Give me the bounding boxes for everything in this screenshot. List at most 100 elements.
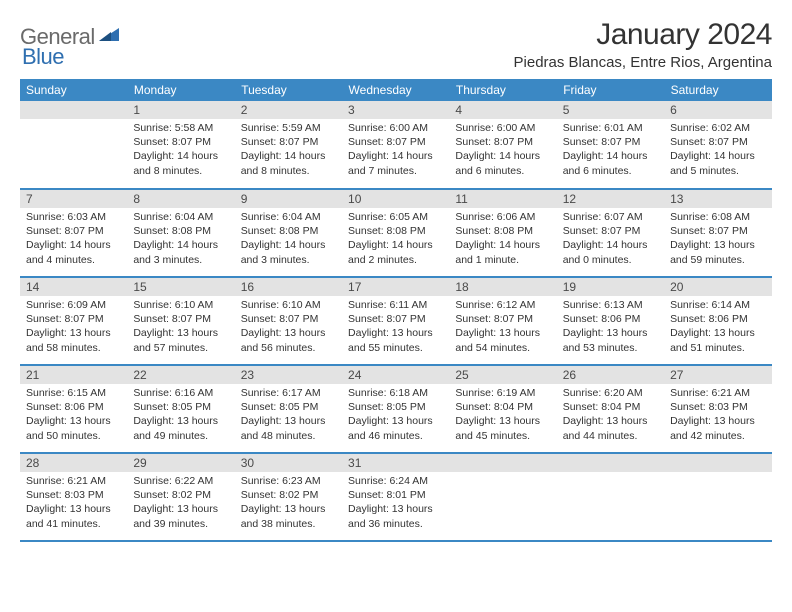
calendar-day-cell: 6Sunrise: 6:02 AMSunset: 8:07 PMDaylight… (664, 101, 771, 189)
dayname-header: Wednesday (342, 79, 449, 101)
title-block: January 2024 Piedras Blancas, Entre Rios… (514, 18, 772, 71)
day-details: Sunrise: 6:17 AMSunset: 8:05 PMDaylight:… (235, 384, 342, 447)
location-text: Piedras Blancas, Entre Rios, Argentina (514, 54, 772, 71)
dayname-header: Monday (127, 79, 234, 101)
day-details: Sunrise: 6:01 AMSunset: 8:07 PMDaylight:… (557, 119, 664, 182)
calendar-table: SundayMondayTuesdayWednesdayThursdayFrid… (20, 79, 772, 542)
calendar-day-cell: 9Sunrise: 6:04 AMSunset: 8:08 PMDaylight… (235, 189, 342, 277)
calendar-day-cell: 5Sunrise: 6:01 AMSunset: 8:07 PMDaylight… (557, 101, 664, 189)
calendar-day-cell: 7Sunrise: 6:03 AMSunset: 8:07 PMDaylight… (20, 189, 127, 277)
calendar-day-cell: 8Sunrise: 6:04 AMSunset: 8:08 PMDaylight… (127, 189, 234, 277)
calendar-empty-cell (449, 453, 556, 541)
day-number (664, 454, 771, 472)
calendar-header-row: SundayMondayTuesdayWednesdayThursdayFrid… (20, 79, 772, 101)
header: General January 2024 Piedras Blancas, En… (20, 18, 772, 71)
day-number: 8 (127, 190, 234, 208)
day-number: 21 (20, 366, 127, 384)
day-details: Sunrise: 6:20 AMSunset: 8:04 PMDaylight:… (557, 384, 664, 447)
calendar-day-cell: 25Sunrise: 6:19 AMSunset: 8:04 PMDayligh… (449, 365, 556, 453)
day-number: 9 (235, 190, 342, 208)
day-number: 24 (342, 366, 449, 384)
calendar-day-cell: 27Sunrise: 6:21 AMSunset: 8:03 PMDayligh… (664, 365, 771, 453)
day-number: 29 (127, 454, 234, 472)
day-number: 19 (557, 278, 664, 296)
day-number: 22 (127, 366, 234, 384)
day-details: Sunrise: 6:18 AMSunset: 8:05 PMDaylight:… (342, 384, 449, 447)
logo-text-blue: Blue (22, 44, 64, 69)
day-number (449, 454, 556, 472)
day-details: Sunrise: 6:16 AMSunset: 8:05 PMDaylight:… (127, 384, 234, 447)
calendar-day-cell: 24Sunrise: 6:18 AMSunset: 8:05 PMDayligh… (342, 365, 449, 453)
calendar-body: 1Sunrise: 5:58 AMSunset: 8:07 PMDaylight… (20, 101, 772, 541)
day-details: Sunrise: 6:10 AMSunset: 8:07 PMDaylight:… (235, 296, 342, 359)
day-number: 13 (664, 190, 771, 208)
calendar-day-cell: 22Sunrise: 6:16 AMSunset: 8:05 PMDayligh… (127, 365, 234, 453)
calendar-day-cell: 16Sunrise: 6:10 AMSunset: 8:07 PMDayligh… (235, 277, 342, 365)
day-details: Sunrise: 6:08 AMSunset: 8:07 PMDaylight:… (664, 208, 771, 271)
day-details: Sunrise: 6:05 AMSunset: 8:08 PMDaylight:… (342, 208, 449, 271)
calendar-day-cell: 10Sunrise: 6:05 AMSunset: 8:08 PMDayligh… (342, 189, 449, 277)
calendar-week-row: 21Sunrise: 6:15 AMSunset: 8:06 PMDayligh… (20, 365, 772, 453)
day-details: Sunrise: 6:21 AMSunset: 8:03 PMDaylight:… (664, 384, 771, 447)
calendar-day-cell: 20Sunrise: 6:14 AMSunset: 8:06 PMDayligh… (664, 277, 771, 365)
calendar-week-row: 28Sunrise: 6:21 AMSunset: 8:03 PMDayligh… (20, 453, 772, 541)
calendar-empty-cell (20, 101, 127, 189)
calendar-week-row: 7Sunrise: 6:03 AMSunset: 8:07 PMDaylight… (20, 189, 772, 277)
calendar-day-cell: 29Sunrise: 6:22 AMSunset: 8:02 PMDayligh… (127, 453, 234, 541)
day-number: 26 (557, 366, 664, 384)
day-number: 30 (235, 454, 342, 472)
day-number: 25 (449, 366, 556, 384)
calendar-empty-cell (557, 453, 664, 541)
calendar-page: General January 2024 Piedras Blancas, En… (0, 0, 792, 552)
day-number: 28 (20, 454, 127, 472)
day-details: Sunrise: 6:07 AMSunset: 8:07 PMDaylight:… (557, 208, 664, 271)
calendar-day-cell: 12Sunrise: 6:07 AMSunset: 8:07 PMDayligh… (557, 189, 664, 277)
dayname-header: Saturday (664, 79, 771, 101)
day-number: 20 (664, 278, 771, 296)
calendar-day-cell: 11Sunrise: 6:06 AMSunset: 8:08 PMDayligh… (449, 189, 556, 277)
page-title: January 2024 (514, 18, 772, 52)
day-details: Sunrise: 6:23 AMSunset: 8:02 PMDaylight:… (235, 472, 342, 535)
calendar-day-cell: 23Sunrise: 6:17 AMSunset: 8:05 PMDayligh… (235, 365, 342, 453)
day-details: Sunrise: 6:02 AMSunset: 8:07 PMDaylight:… (664, 119, 771, 182)
logo-triangle-icon (99, 26, 121, 49)
day-number: 1 (127, 101, 234, 119)
calendar-day-cell: 2Sunrise: 5:59 AMSunset: 8:07 PMDaylight… (235, 101, 342, 189)
day-number: 12 (557, 190, 664, 208)
calendar-day-cell: 13Sunrise: 6:08 AMSunset: 8:07 PMDayligh… (664, 189, 771, 277)
day-number: 3 (342, 101, 449, 119)
day-number (557, 454, 664, 472)
calendar-day-cell: 19Sunrise: 6:13 AMSunset: 8:06 PMDayligh… (557, 277, 664, 365)
day-number: 17 (342, 278, 449, 296)
day-number: 5 (557, 101, 664, 119)
day-details: Sunrise: 6:21 AMSunset: 8:03 PMDaylight:… (20, 472, 127, 535)
dayname-header: Tuesday (235, 79, 342, 101)
day-details: Sunrise: 6:04 AMSunset: 8:08 PMDaylight:… (235, 208, 342, 271)
day-number (20, 101, 127, 119)
dayname-header: Sunday (20, 79, 127, 101)
calendar-empty-cell (664, 453, 771, 541)
day-number: 7 (20, 190, 127, 208)
day-number: 6 (664, 101, 771, 119)
day-number: 27 (664, 366, 771, 384)
day-details: Sunrise: 6:22 AMSunset: 8:02 PMDaylight:… (127, 472, 234, 535)
dayname-header: Friday (557, 79, 664, 101)
calendar-day-cell: 18Sunrise: 6:12 AMSunset: 8:07 PMDayligh… (449, 277, 556, 365)
calendar-day-cell: 30Sunrise: 6:23 AMSunset: 8:02 PMDayligh… (235, 453, 342, 541)
day-details: Sunrise: 6:12 AMSunset: 8:07 PMDaylight:… (449, 296, 556, 359)
calendar-day-cell: 3Sunrise: 6:00 AMSunset: 8:07 PMDaylight… (342, 101, 449, 189)
day-details: Sunrise: 5:58 AMSunset: 8:07 PMDaylight:… (127, 119, 234, 182)
day-details: Sunrise: 6:00 AMSunset: 8:07 PMDaylight:… (449, 119, 556, 182)
day-number: 2 (235, 101, 342, 119)
day-number: 4 (449, 101, 556, 119)
day-details: Sunrise: 6:00 AMSunset: 8:07 PMDaylight:… (342, 119, 449, 182)
day-details: Sunrise: 6:10 AMSunset: 8:07 PMDaylight:… (127, 296, 234, 359)
calendar-day-cell: 31Sunrise: 6:24 AMSunset: 8:01 PMDayligh… (342, 453, 449, 541)
day-details: Sunrise: 6:15 AMSunset: 8:06 PMDaylight:… (20, 384, 127, 447)
calendar-week-row: 14Sunrise: 6:09 AMSunset: 8:07 PMDayligh… (20, 277, 772, 365)
calendar-day-cell: 21Sunrise: 6:15 AMSunset: 8:06 PMDayligh… (20, 365, 127, 453)
day-details: Sunrise: 6:24 AMSunset: 8:01 PMDaylight:… (342, 472, 449, 535)
day-details: Sunrise: 6:13 AMSunset: 8:06 PMDaylight:… (557, 296, 664, 359)
calendar-day-cell: 15Sunrise: 6:10 AMSunset: 8:07 PMDayligh… (127, 277, 234, 365)
day-number: 11 (449, 190, 556, 208)
